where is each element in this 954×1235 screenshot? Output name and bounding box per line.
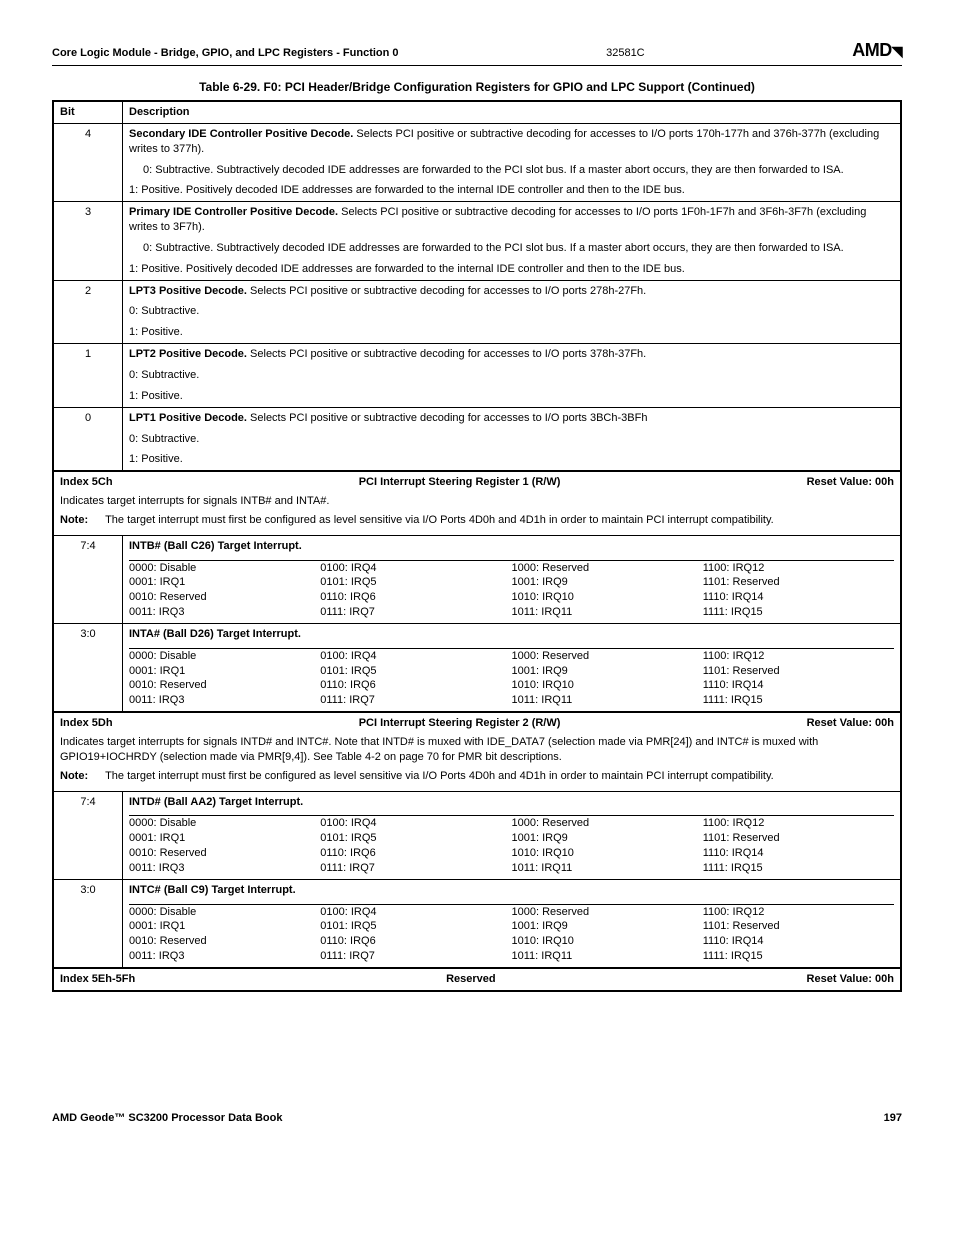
table-row: 7:4 INTB# (Ball C26) Target Interrupt. 0… <box>53 535 901 623</box>
footer-page: 197 <box>884 1112 902 1124</box>
footer-title: AMD Geode™ SC3200 Processor Data Book <box>52 1112 282 1124</box>
amd-logo: AMD◥ <box>852 40 902 61</box>
table-row: 3:0 INTA# (Ball D26) Target Interrupt. 0… <box>53 623 901 712</box>
col-desc: Description <box>123 101 902 123</box>
table-row: 4 Secondary IDE Controller Positive Deco… <box>53 123 901 201</box>
table-title: Table 6-29. F0: PCI Header/Bridge Config… <box>52 80 902 94</box>
table-row: 7:4 INTD# (Ball AA2) Target Interrupt. 0… <box>53 791 901 879</box>
table-row: 3 Primary IDE Controller Positive Decode… <box>53 202 901 280</box>
header-section: Core Logic Module - Bridge, GPIO, and LP… <box>52 47 399 59</box>
index-5e-5f-header: Index 5Eh-5Fh Reserved Reset Value: 00h <box>53 968 901 991</box>
table-header-row: Bit Description <box>53 101 901 123</box>
page-footer: AMD Geode™ SC3200 Processor Data Book 19… <box>52 1112 902 1124</box>
table-row: 1 LPT2 Positive Decode. Selects PCI posi… <box>53 344 901 408</box>
header-docnum: 32581C <box>606 47 645 59</box>
table-row: 0 LPT1 Positive Decode. Selects PCI posi… <box>53 407 901 471</box>
table-row: 2 LPT3 Positive Decode. Selects PCI posi… <box>53 280 901 344</box>
index-5dh-header: Index 5Dh PCI Interrupt Steering Registe… <box>53 712 901 791</box>
index-5ch-header: Index 5Ch PCI Interrupt Steering Registe… <box>53 471 901 535</box>
table-row: 3:0 INTC# (Ball C9) Target Interrupt. 00… <box>53 879 901 968</box>
register-table: Bit Description 4 Secondary IDE Controll… <box>52 100 902 992</box>
col-bit: Bit <box>53 101 123 123</box>
irq-table: 0000: Disable0001: IRQ10010: Reserved001… <box>129 560 894 620</box>
page-header: Core Logic Module - Bridge, GPIO, and LP… <box>52 40 902 66</box>
